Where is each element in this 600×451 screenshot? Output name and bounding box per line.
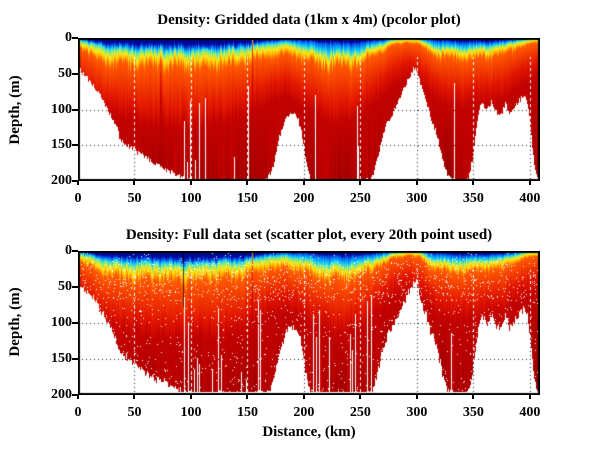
x-tick-label: 100 xyxy=(180,191,202,206)
x-tick-mark xyxy=(472,181,475,185)
y-tick-mark xyxy=(72,108,78,111)
y-tick-mark xyxy=(72,394,78,396)
x-tick-label: 300 xyxy=(406,191,428,206)
x-tick-label: 350 xyxy=(462,405,484,420)
x-tick-label: 100 xyxy=(180,405,202,420)
y-tick-mark xyxy=(72,144,78,147)
x-tick-mark xyxy=(246,395,249,399)
y-tick-label: 200 xyxy=(51,173,72,188)
x-tick-label: 0 xyxy=(74,191,82,206)
subplot1-ylabel: Depth, (m) xyxy=(7,75,23,145)
x-tick-label: 400 xyxy=(519,405,541,420)
x-tick-mark xyxy=(415,181,418,185)
y-tick-label: 150 xyxy=(51,137,72,153)
x-tick-label: 250 xyxy=(349,191,371,206)
x-tick-label: 50 xyxy=(127,405,142,420)
subplot2-scatter-plot xyxy=(78,251,540,395)
subplot2-ylabel: Depth, (m) xyxy=(7,287,23,357)
x-tick-mark xyxy=(359,395,362,399)
y-tick-label: 100 xyxy=(51,315,72,330)
x-tick-mark xyxy=(189,395,192,399)
x-tick-mark xyxy=(189,181,192,185)
y-tick-mark xyxy=(72,180,78,182)
x-tick-mark xyxy=(77,181,79,185)
x-tick-label: 200 xyxy=(293,405,315,420)
x-tick-label: 150 xyxy=(236,405,258,420)
x-axis-label: Distance, (km) xyxy=(262,424,356,440)
x-tick-mark xyxy=(246,181,249,185)
x-tick-mark xyxy=(302,395,305,399)
x-tick-label: 400 xyxy=(519,191,541,206)
x-tick-mark xyxy=(302,181,305,185)
subplot1-title: Density: Gridded data (1km x 4m) (pcolor… xyxy=(157,12,461,28)
x-tick-mark xyxy=(77,395,79,399)
y-tick-mark xyxy=(72,37,78,39)
x-tick-mark xyxy=(133,395,136,399)
subplot2-title: Density: Full data set (scatter plot, ev… xyxy=(125,227,493,243)
x-tick-mark xyxy=(472,395,475,399)
y-tick-label: 50 xyxy=(58,279,72,294)
y-tick-label: 200 xyxy=(51,387,72,402)
y-tick-label: 100 xyxy=(51,101,72,117)
y-tick-mark xyxy=(72,322,78,324)
x-tick-mark xyxy=(133,181,136,185)
y-tick-label: 150 xyxy=(51,351,72,366)
x-tick-label: 150 xyxy=(236,191,258,206)
x-tick-label: 250 xyxy=(349,405,371,420)
y-tick-label: 0 xyxy=(65,243,72,258)
y-tick-mark xyxy=(72,358,78,360)
x-tick-mark xyxy=(415,395,418,399)
x-tick-mark xyxy=(528,395,531,399)
y-tick-mark xyxy=(72,72,78,75)
y-tick-mark xyxy=(72,250,78,252)
y-tick-mark xyxy=(72,286,78,288)
x-tick-mark xyxy=(359,181,362,185)
x-tick-label: 200 xyxy=(293,191,315,206)
y-tick-label: 0 xyxy=(65,30,72,45)
x-tick-mark xyxy=(528,181,531,185)
x-tick-label: 0 xyxy=(74,405,82,420)
subplot1-pcolor-plot xyxy=(78,38,540,181)
x-tick-label: 50 xyxy=(127,191,142,206)
x-tick-label: 350 xyxy=(462,191,484,206)
y-tick-label: 50 xyxy=(58,65,72,81)
x-tick-label: 300 xyxy=(406,405,428,420)
